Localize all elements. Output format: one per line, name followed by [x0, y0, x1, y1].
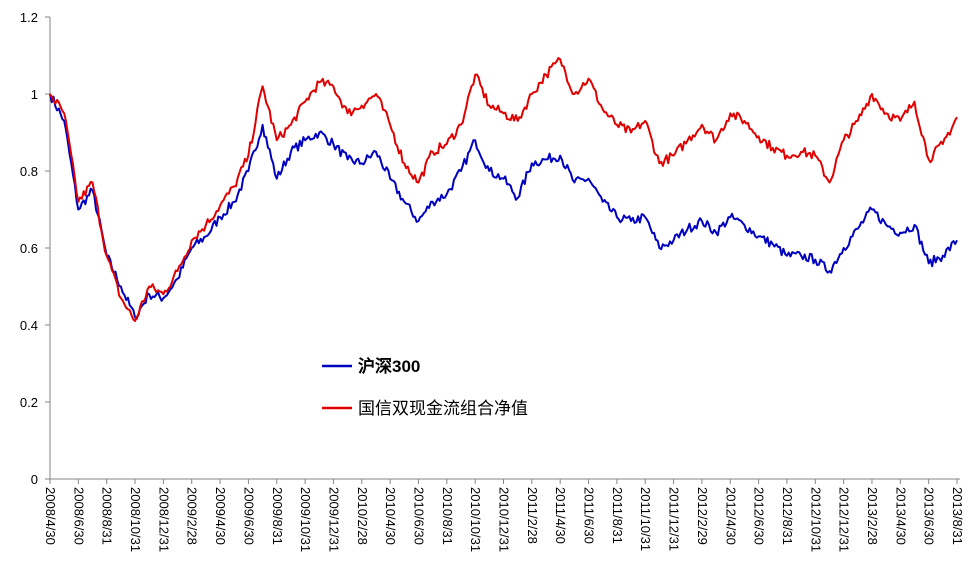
y-tick-label: 0: [31, 472, 38, 487]
x-tick-label: 2012/12/31: [837, 487, 852, 552]
x-tick-label: 2009/8/31: [270, 487, 285, 545]
series-lines: [49, 57, 958, 323]
x-tick-label: 2008/8/31: [100, 487, 115, 545]
x-tick-label: 2008/6/30: [71, 487, 86, 545]
x-tick-label: 2012/4/30: [723, 487, 738, 545]
y-tick-label: 1: [31, 87, 38, 102]
y-tick-label: 0.6: [20, 241, 38, 256]
x-tick-label: 2009/12/31: [326, 487, 341, 552]
x-tick-label: 2010/12/31: [497, 487, 512, 552]
x-tick-label: 2013/4/30: [893, 487, 908, 545]
x-tick-label: 2012/6/30: [752, 487, 767, 545]
x-tick-label: 2011/12/31: [667, 487, 682, 551]
legend-label-csi300: 沪深300: [358, 356, 420, 376]
y-tick-label: 0.2: [20, 395, 38, 410]
x-tick-label: 2013/6/30: [922, 487, 937, 545]
x-tick-label: 2011/8/31: [610, 487, 625, 544]
legend-label-portfolio: 国信双现金流组合净值: [358, 399, 528, 418]
series-line-csi300: [49, 93, 958, 320]
x-tick-label: 2011/4/30: [553, 487, 568, 544]
x-tick-label: 2008/10/31: [128, 487, 143, 552]
x-tick-label: 2010/6/30: [411, 487, 426, 545]
x-tick-label: 2012/2/29: [695, 487, 710, 545]
x-tick-label: 2009/10/31: [298, 487, 313, 552]
legend: 沪深300 国信双现金流组合净值: [322, 356, 528, 418]
x-tick-label: 2010/2/28: [355, 487, 370, 545]
x-tick-label: 2011/10/31: [638, 487, 653, 551]
x-tick-label: 2009/2/28: [185, 487, 200, 545]
x-tick-label: 2009/6/30: [241, 487, 256, 545]
x-tick-label: 2011/6/30: [582, 487, 597, 544]
x-axis: 2008/4/30 2008/6/30 2008/8/31 2008/10/31 200…: [43, 478, 965, 552]
x-tick-label: 2009/4/30: [213, 487, 228, 545]
x-tick-label: 2011/2/28: [525, 487, 540, 544]
y-tick-label: 0.4: [20, 318, 38, 333]
x-tick-label: 2010/10/31: [468, 487, 483, 552]
x-tick-label: 2012/10/31: [808, 487, 823, 552]
x-tick-label: 2010/4/30: [383, 487, 398, 545]
y-tick-label: 1.2: [20, 10, 38, 25]
series-line-portfolio: [49, 57, 958, 323]
y-tick-label: 0.8: [20, 164, 38, 179]
y-axis: 0 0.2 0.4 0.6 0.8 1 1.2: [20, 10, 51, 487]
x-tick-label: 2008/12/31: [156, 487, 171, 552]
x-tick-label: 2012/8/31: [780, 487, 795, 545]
x-tick-label: 2013/2/28: [865, 487, 880, 545]
x-tick-label: 2013/8/31: [950, 487, 965, 545]
x-tick-label: 2010/8/31: [440, 487, 455, 545]
x-tick-label: 2008/4/30: [43, 487, 58, 545]
